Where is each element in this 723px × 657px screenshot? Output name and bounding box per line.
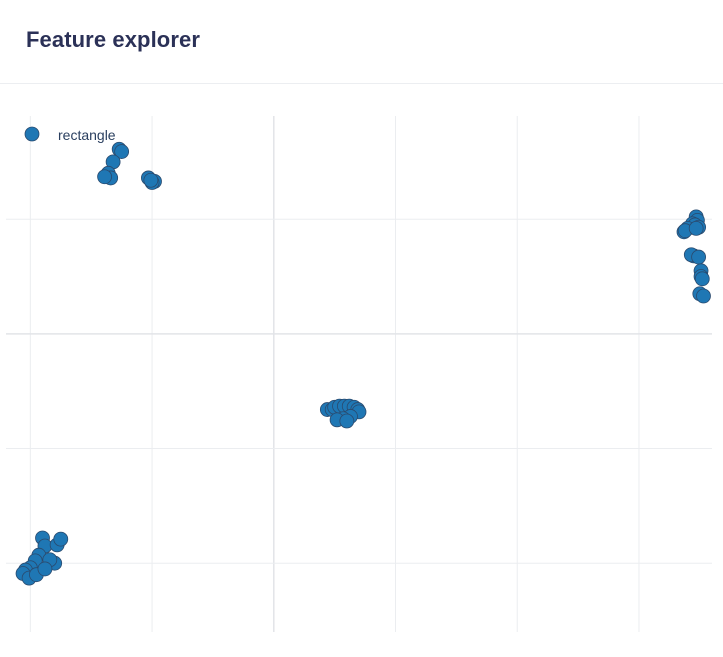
scatter-point[interactable]	[339, 413, 355, 429]
scatter-points	[15, 141, 711, 586]
legend-label-rectangle: rectangle	[58, 127, 116, 143]
scatter-chart[interactable]: rectangle	[0, 84, 723, 652]
scatter-point[interactable]	[696, 288, 711, 304]
header: Feature explorer	[0, 0, 723, 84]
scatter-point[interactable]	[143, 172, 159, 188]
scatter-point[interactable]	[694, 271, 710, 287]
grid-lines	[6, 116, 712, 632]
legend-marker-rectangle	[24, 126, 40, 142]
scatter-point[interactable]	[114, 144, 130, 159]
scatter-point[interactable]	[37, 561, 53, 577]
page-title: Feature explorer	[26, 27, 201, 52]
chart-area[interactable]: rectangle	[0, 84, 723, 652]
scatter-point[interactable]	[691, 249, 707, 265]
legend[interactable]: rectangle	[24, 126, 116, 143]
scatter-point[interactable]	[688, 220, 704, 236]
scatter-point[interactable]	[97, 169, 112, 185]
scatter-point[interactable]	[53, 531, 69, 547]
